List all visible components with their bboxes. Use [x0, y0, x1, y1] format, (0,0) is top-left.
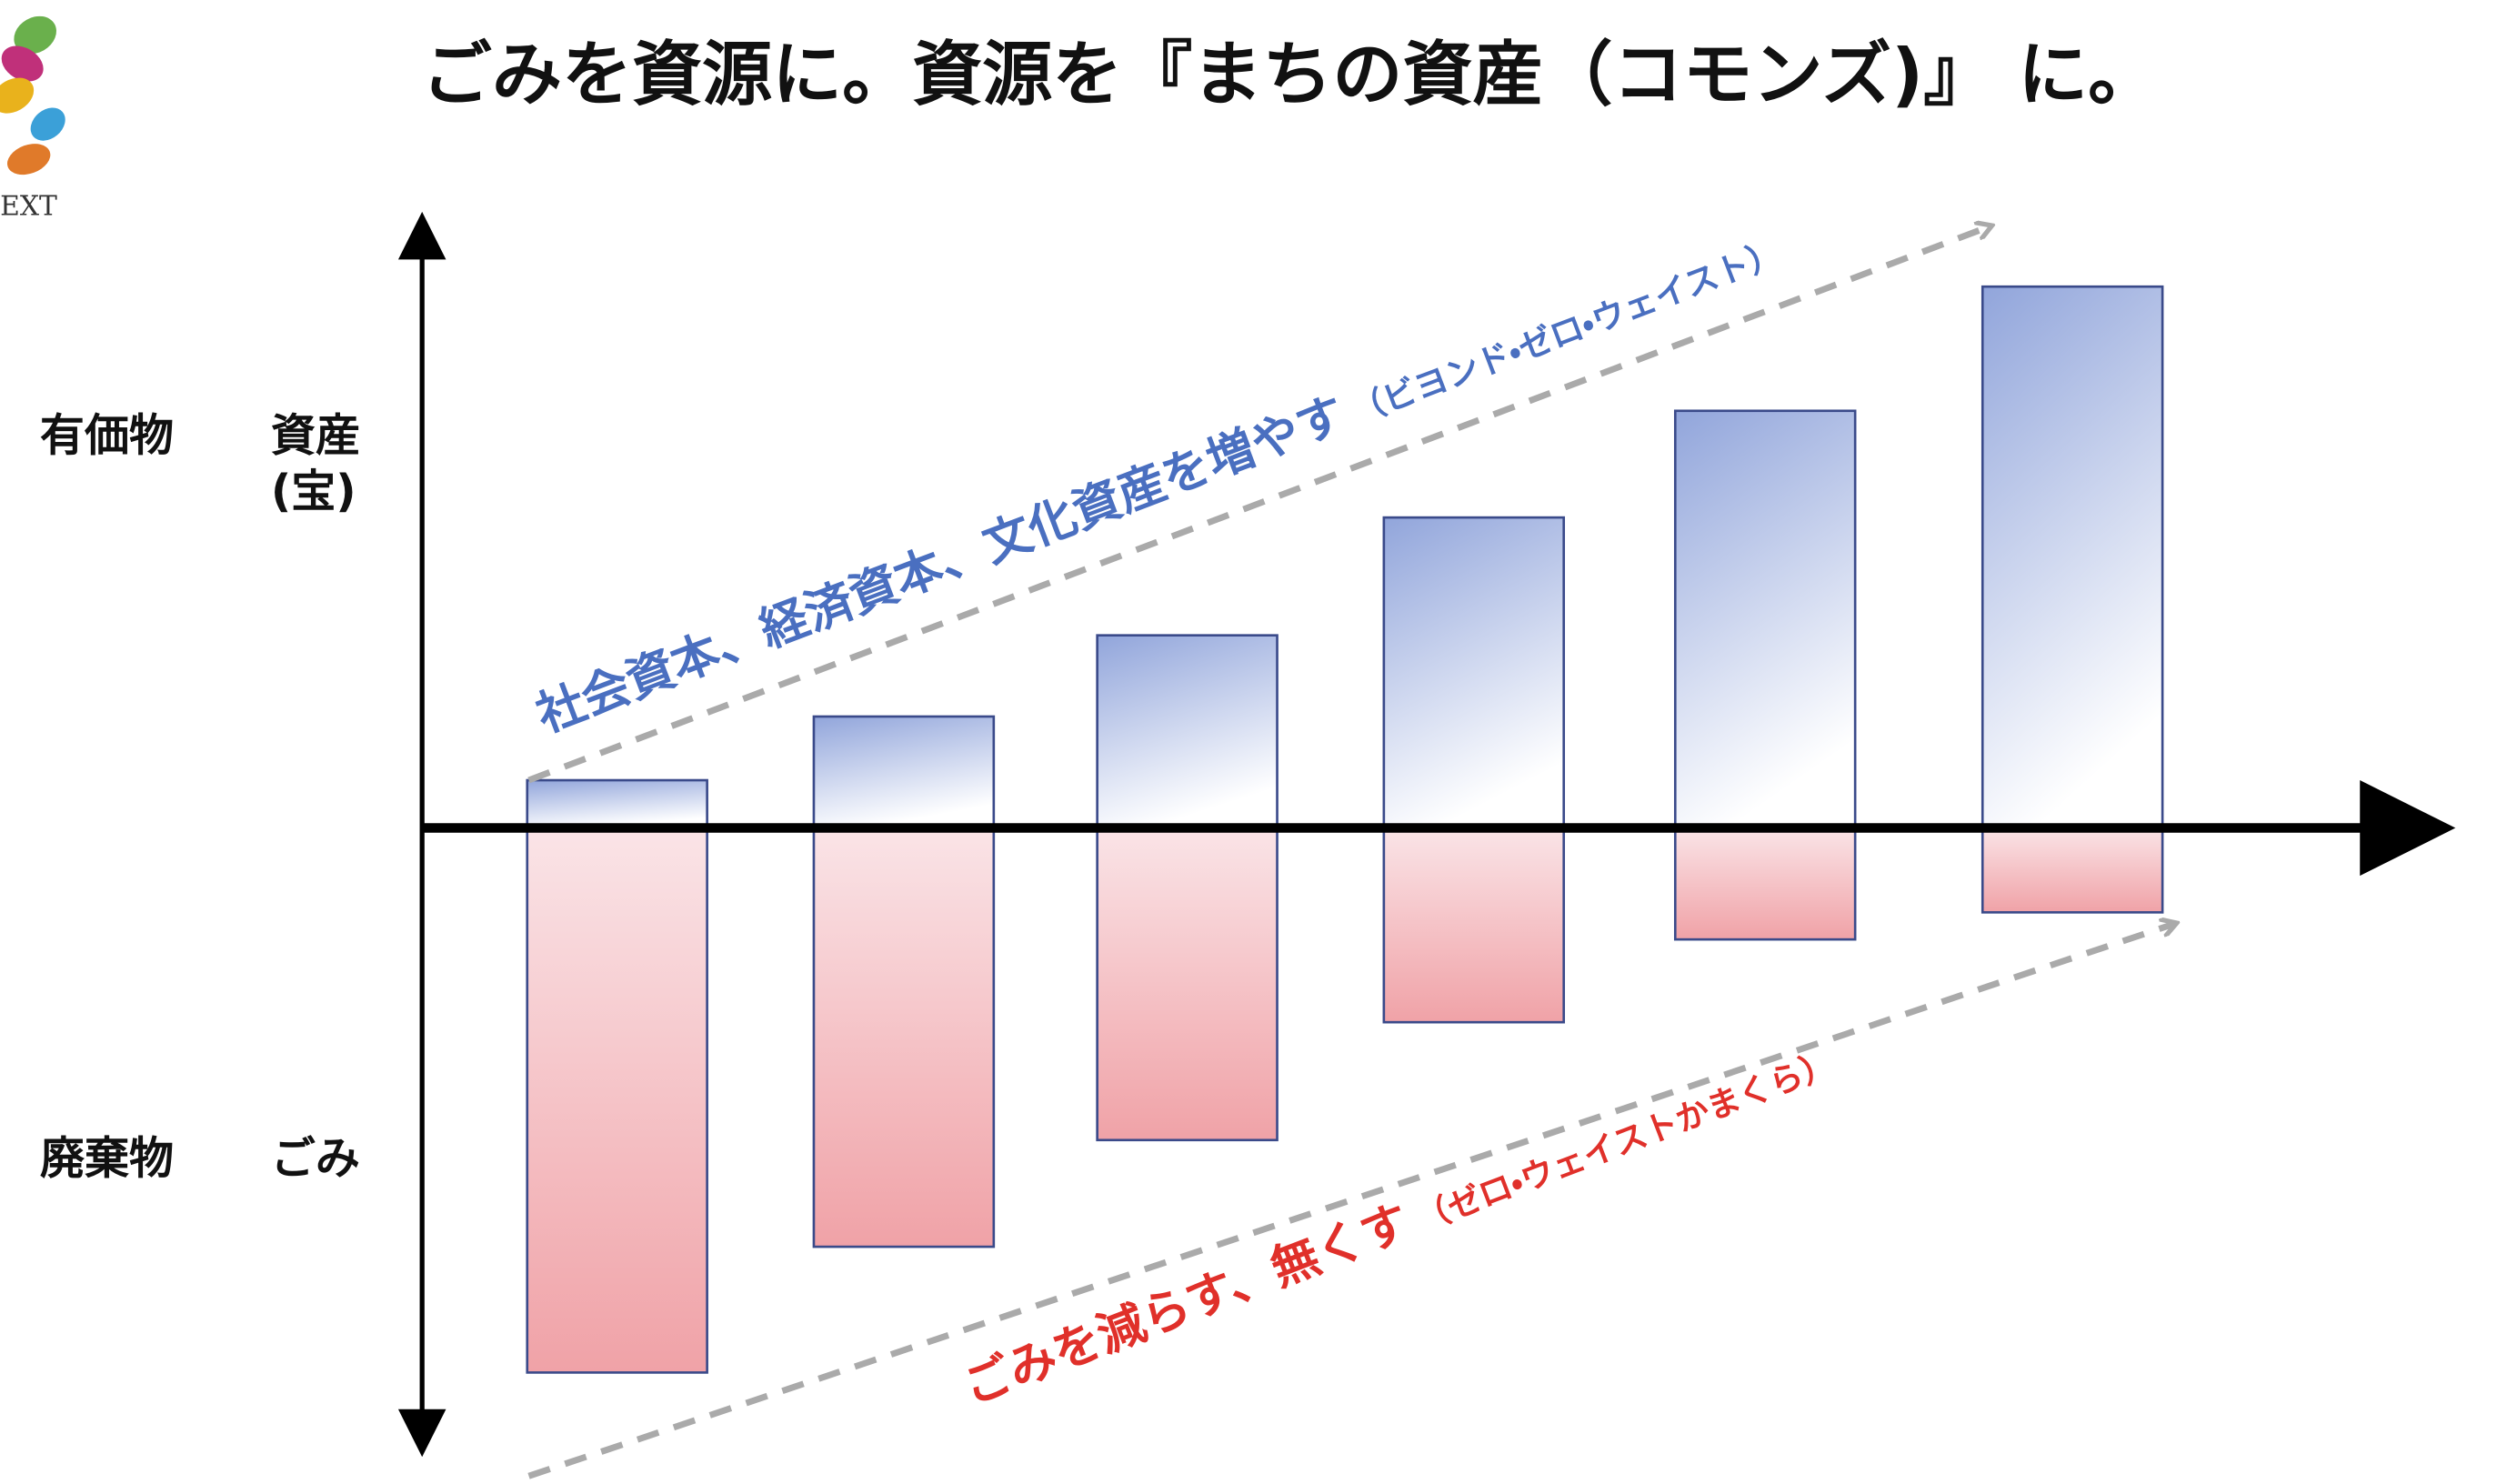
waste-bar	[812, 827, 996, 1248]
asset-bar	[1382, 516, 1566, 829]
title: ごみを資源に。資源を『まちの資産（コモンズ)』 に。	[422, 35, 2158, 116]
label-waste: 廃棄物	[40, 1132, 174, 1185]
trend-arrow-down	[527, 924, 2176, 1479]
waste-bar	[526, 827, 708, 1374]
asset-bar	[1673, 409, 1857, 829]
logo-text: EXT	[0, 190, 57, 222]
label-valuable: 有価物	[40, 409, 174, 462]
waste-bar	[1981, 827, 2164, 914]
waste-bar	[1096, 827, 1279, 1142]
label-treasure: (宝)	[271, 465, 356, 517]
asset-bar	[1096, 634, 1279, 829]
asset-bar	[1981, 285, 2164, 829]
increase-sub: （ビヨンド・ゼロ・ウェイスト）	[1346, 233, 1786, 431]
asset-bar	[526, 778, 708, 829]
decrease-main: ごみを減らす、無くす	[956, 1194, 1417, 1415]
waste-bar	[1382, 827, 1566, 1024]
decrease-sub: （ゼロ・ウェイストかまくら）	[1410, 1043, 1840, 1239]
waste-bar	[1673, 827, 1857, 941]
label-asset: 資産	[271, 409, 360, 462]
decrease-label: ごみを減らす、無くす（ゼロ・ウェイストかまくら）	[956, 1031, 1841, 1415]
bars	[526, 285, 2164, 1374]
logo: EXT	[0, 15, 65, 222]
label-garbage: ごみ	[271, 1132, 360, 1185]
trend-arrow-up	[527, 226, 1991, 784]
asset-bar	[812, 715, 996, 829]
